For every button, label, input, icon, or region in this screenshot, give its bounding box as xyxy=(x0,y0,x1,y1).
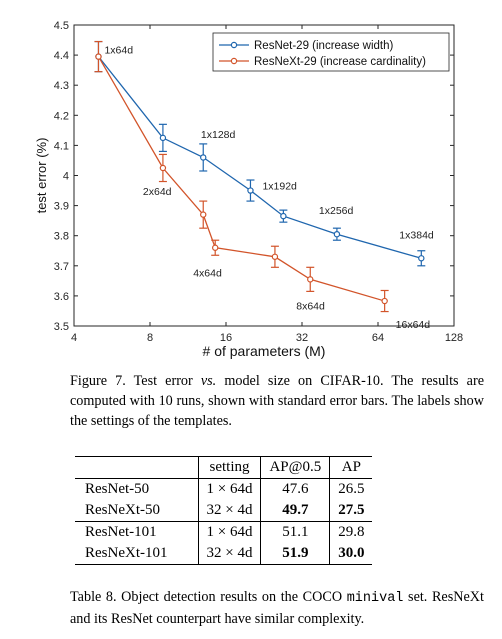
table-cell-ap50: 49.7 xyxy=(260,500,330,522)
y-tick-label: 4.2 xyxy=(54,110,69,122)
x-tick-label: 32 xyxy=(296,332,308,344)
y-tick-label: 3.9 xyxy=(54,201,69,213)
data-point xyxy=(200,154,207,161)
legend-box xyxy=(212,32,450,72)
data-point xyxy=(280,212,287,220)
series-line-1 xyxy=(97,56,385,302)
data-label: 1x128d xyxy=(201,129,236,141)
table-cell-setting: 32 × 4d xyxy=(197,500,261,522)
y-tick-label: 3.6 xyxy=(54,291,69,303)
data-point xyxy=(159,164,167,172)
table-cell-model: ResNeXt-50 xyxy=(85,502,160,518)
data-point xyxy=(418,255,425,262)
data-label: 4x64d xyxy=(193,268,222,280)
data-label: 2x64d xyxy=(143,186,172,198)
y-tick-label: 4.4 xyxy=(54,50,69,62)
data-label: 1x256d xyxy=(319,205,354,217)
chart-axes: # of parameters (M) test error (%) xyxy=(34,24,455,359)
chart-series: 1x64d 1x128d 1x192d 1x256d 1x384d 2x64d 4x64d 8… xyxy=(94,40,434,331)
table-8: setting AP@0.5 AP ResNet-50 1 × 64d 47.6… xyxy=(75,456,373,565)
table-row: ResNet-50 1 × 64d 47.6 26.5 xyxy=(75,478,373,500)
figure-7-caption-prefix: Figure 7. Test error xyxy=(70,373,201,389)
table-cell-ap: 26.5 xyxy=(329,478,373,500)
data-label: 1x64d xyxy=(104,45,133,57)
table-cell-setting: 1 × 64d xyxy=(197,478,261,500)
data-point xyxy=(381,297,388,305)
data-label: 16x64d xyxy=(396,319,431,331)
figure-7-caption-rest: model size on CIFAR-10. The results are … xyxy=(70,373,484,429)
y-axis-label: test error (%) xyxy=(34,138,49,214)
y-tick-label: 4.3 xyxy=(54,80,69,92)
table-header-row: setting AP@0.5 AP xyxy=(75,456,373,479)
x-tick-label: 8 xyxy=(147,332,153,344)
chart-legend: ResNet-29 (increase width) ResNeXt-29 (in… xyxy=(212,32,450,72)
y-tick-label: 4.5 xyxy=(54,20,69,32)
figure-7-caption-vs: vs. xyxy=(200,373,217,389)
x-tick-label: 16 xyxy=(220,332,232,344)
table-8-caption-prefix: Table 8. Object detection results on the… xyxy=(70,589,347,605)
table-cell-model: ResNeXt-101 xyxy=(75,543,198,565)
table-row: ResNeXt-50 32 × 4d 49.7 27.5 xyxy=(75,500,373,522)
table-cell-ap: 29.8 xyxy=(329,521,373,543)
x-axis-label: # of parameters (M) xyxy=(203,343,326,359)
table-cell-ap50: 51.9 xyxy=(260,543,330,565)
data-point xyxy=(333,230,341,238)
data-point xyxy=(159,134,167,142)
x-tick-label: 64 xyxy=(372,332,384,344)
table-cell-ap-bold: 27.5 xyxy=(338,502,365,518)
data-label: 8x64d xyxy=(296,300,325,312)
table-header-setting: setting xyxy=(197,456,261,479)
data-point xyxy=(95,53,102,60)
figure-7-chart: # of parameters (M) test error (%) 4 8 16 32… xyxy=(34,20,463,359)
table-header-ap: AP xyxy=(329,456,373,479)
table-row: ResNeXt-101 32 × 4d 51.9 30.0 xyxy=(75,543,373,565)
table-header-model xyxy=(75,456,198,479)
table-8-caption: Table 8. Object detection results on the… xyxy=(70,587,484,629)
table-cell-ap-bold: 30.0 xyxy=(338,545,365,561)
table-cell-ap50-bold: 49.7 xyxy=(282,502,309,518)
table-8-caption-rest: set. ResNeXt and its ResNet counterpart … xyxy=(70,589,484,627)
legend-marker xyxy=(230,57,238,65)
table-cell-ap: 27.5 xyxy=(329,500,373,522)
y-tick-label: 4 xyxy=(63,171,69,183)
y-tick-label: 3.8 xyxy=(54,231,69,243)
table-cell-setting: 1 × 64d xyxy=(197,521,261,543)
y-tick-label: 4.1 xyxy=(54,140,69,152)
y-tick-label: 3.7 xyxy=(54,261,69,273)
data-point xyxy=(212,244,219,251)
data-point xyxy=(271,253,279,260)
table-cell-setting: 32 × 4d xyxy=(197,543,261,565)
x-tick-label: 4 xyxy=(71,332,77,344)
data-label: 1x192d xyxy=(262,181,297,193)
legend-label: ResNet-29 (increase width) xyxy=(254,40,394,52)
x-tick-label: 128 xyxy=(445,332,463,344)
data-label: 1x384d xyxy=(399,229,434,241)
data-point xyxy=(247,187,254,194)
table-row: ResNet-101 1 × 64d 51.1 29.8 xyxy=(75,521,373,543)
series-line-0 xyxy=(97,56,422,259)
figure-7-caption: Figure 7. Test error vs. model size on C… xyxy=(70,371,484,431)
chart-ticks: 4 8 16 32 64 128 3.5 3.6 3.7 3.8 3.9 4 4.1 4.2 4.3 4.4 4… xyxy=(54,20,463,344)
data-point xyxy=(200,211,207,218)
table-cell-model: ResNet-50 xyxy=(85,481,150,497)
legend-label: ResNeXt-29 (increase cardinality) xyxy=(254,56,426,68)
table-cell-ap50-bold: 51.9 xyxy=(282,545,309,561)
table-cell-ap50: 47.6 xyxy=(260,478,330,500)
table-8-caption-code: minival xyxy=(346,591,404,606)
table-cell-ap50: 51.1 xyxy=(260,521,330,543)
table-cell-model: ResNet-101 xyxy=(75,521,198,543)
table-cell-ap: 30.0 xyxy=(329,543,373,565)
y-tick-label: 3.5 xyxy=(54,321,69,333)
data-point xyxy=(307,276,314,283)
table-header-ap50: AP@0.5 xyxy=(260,456,330,479)
legend-marker xyxy=(230,41,238,49)
